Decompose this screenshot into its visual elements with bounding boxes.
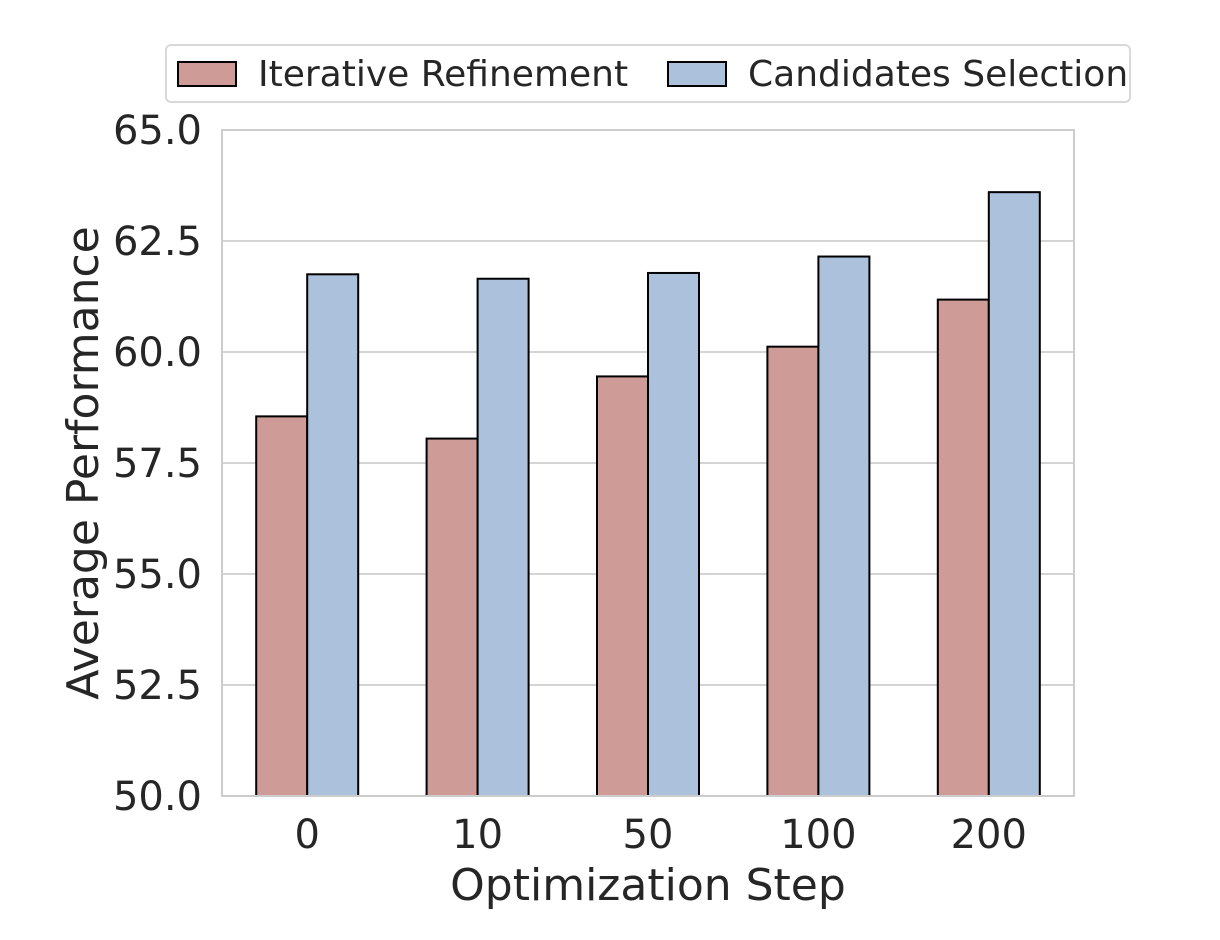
bar-candidates-selection-10 [476,277,530,797]
x-tick-label: 200 [951,812,1027,858]
x-axis-label: Optimization Step [450,860,846,911]
legend-swatch-candidates-selection [667,61,727,87]
legend-swatch-iterative-refinement [177,61,237,87]
x-tick-labels: 0 10 50 100 200 [294,812,1027,858]
bar-candidates-selection-200 [987,191,1041,798]
bars [255,191,1041,798]
bar-iterative-refinement-0 [255,415,309,797]
y-tick-label: 50.0 [113,774,202,820]
legend-frame [165,44,1131,103]
bar-candidates-selection-0 [306,273,360,797]
bar-candidates-selection-100 [817,255,871,798]
bar-iterative-refinement-10 [425,437,479,797]
bar-iterative-refinement-200 [936,298,990,797]
y-tick-label: 55.0 [113,552,202,598]
x-tick-label: 10 [452,812,503,858]
bar-iterative-refinement-100 [766,345,820,797]
y-tick-label: 62.5 [113,219,202,265]
legend-label-candidates-selection: Candidates Selection [748,54,1128,95]
x-tick-label: 0 [294,812,319,858]
y-tick-label: 52.5 [113,663,202,709]
y-tick-label: 60.0 [113,330,202,376]
bar-iterative-refinement-50 [596,375,649,797]
y-axis-label: Average Performance [58,226,109,700]
legend: Iterative Refinement Candidates Selectio… [165,44,1131,103]
y-tick-label: 57.5 [113,441,202,487]
x-tick-label: 100 [780,812,856,858]
bar-candidates-selection-50 [647,271,700,797]
plot-frame [221,129,1075,797]
y-tick-label: 65.0 [113,108,202,154]
legend-label-iterative-refinement: Iterative Refinement [258,54,628,95]
y-tick-labels: 50.0 52.5 55.0 57.5 60.0 62.5 65.0 [113,108,202,820]
x-tick-label: 50 [623,812,674,858]
